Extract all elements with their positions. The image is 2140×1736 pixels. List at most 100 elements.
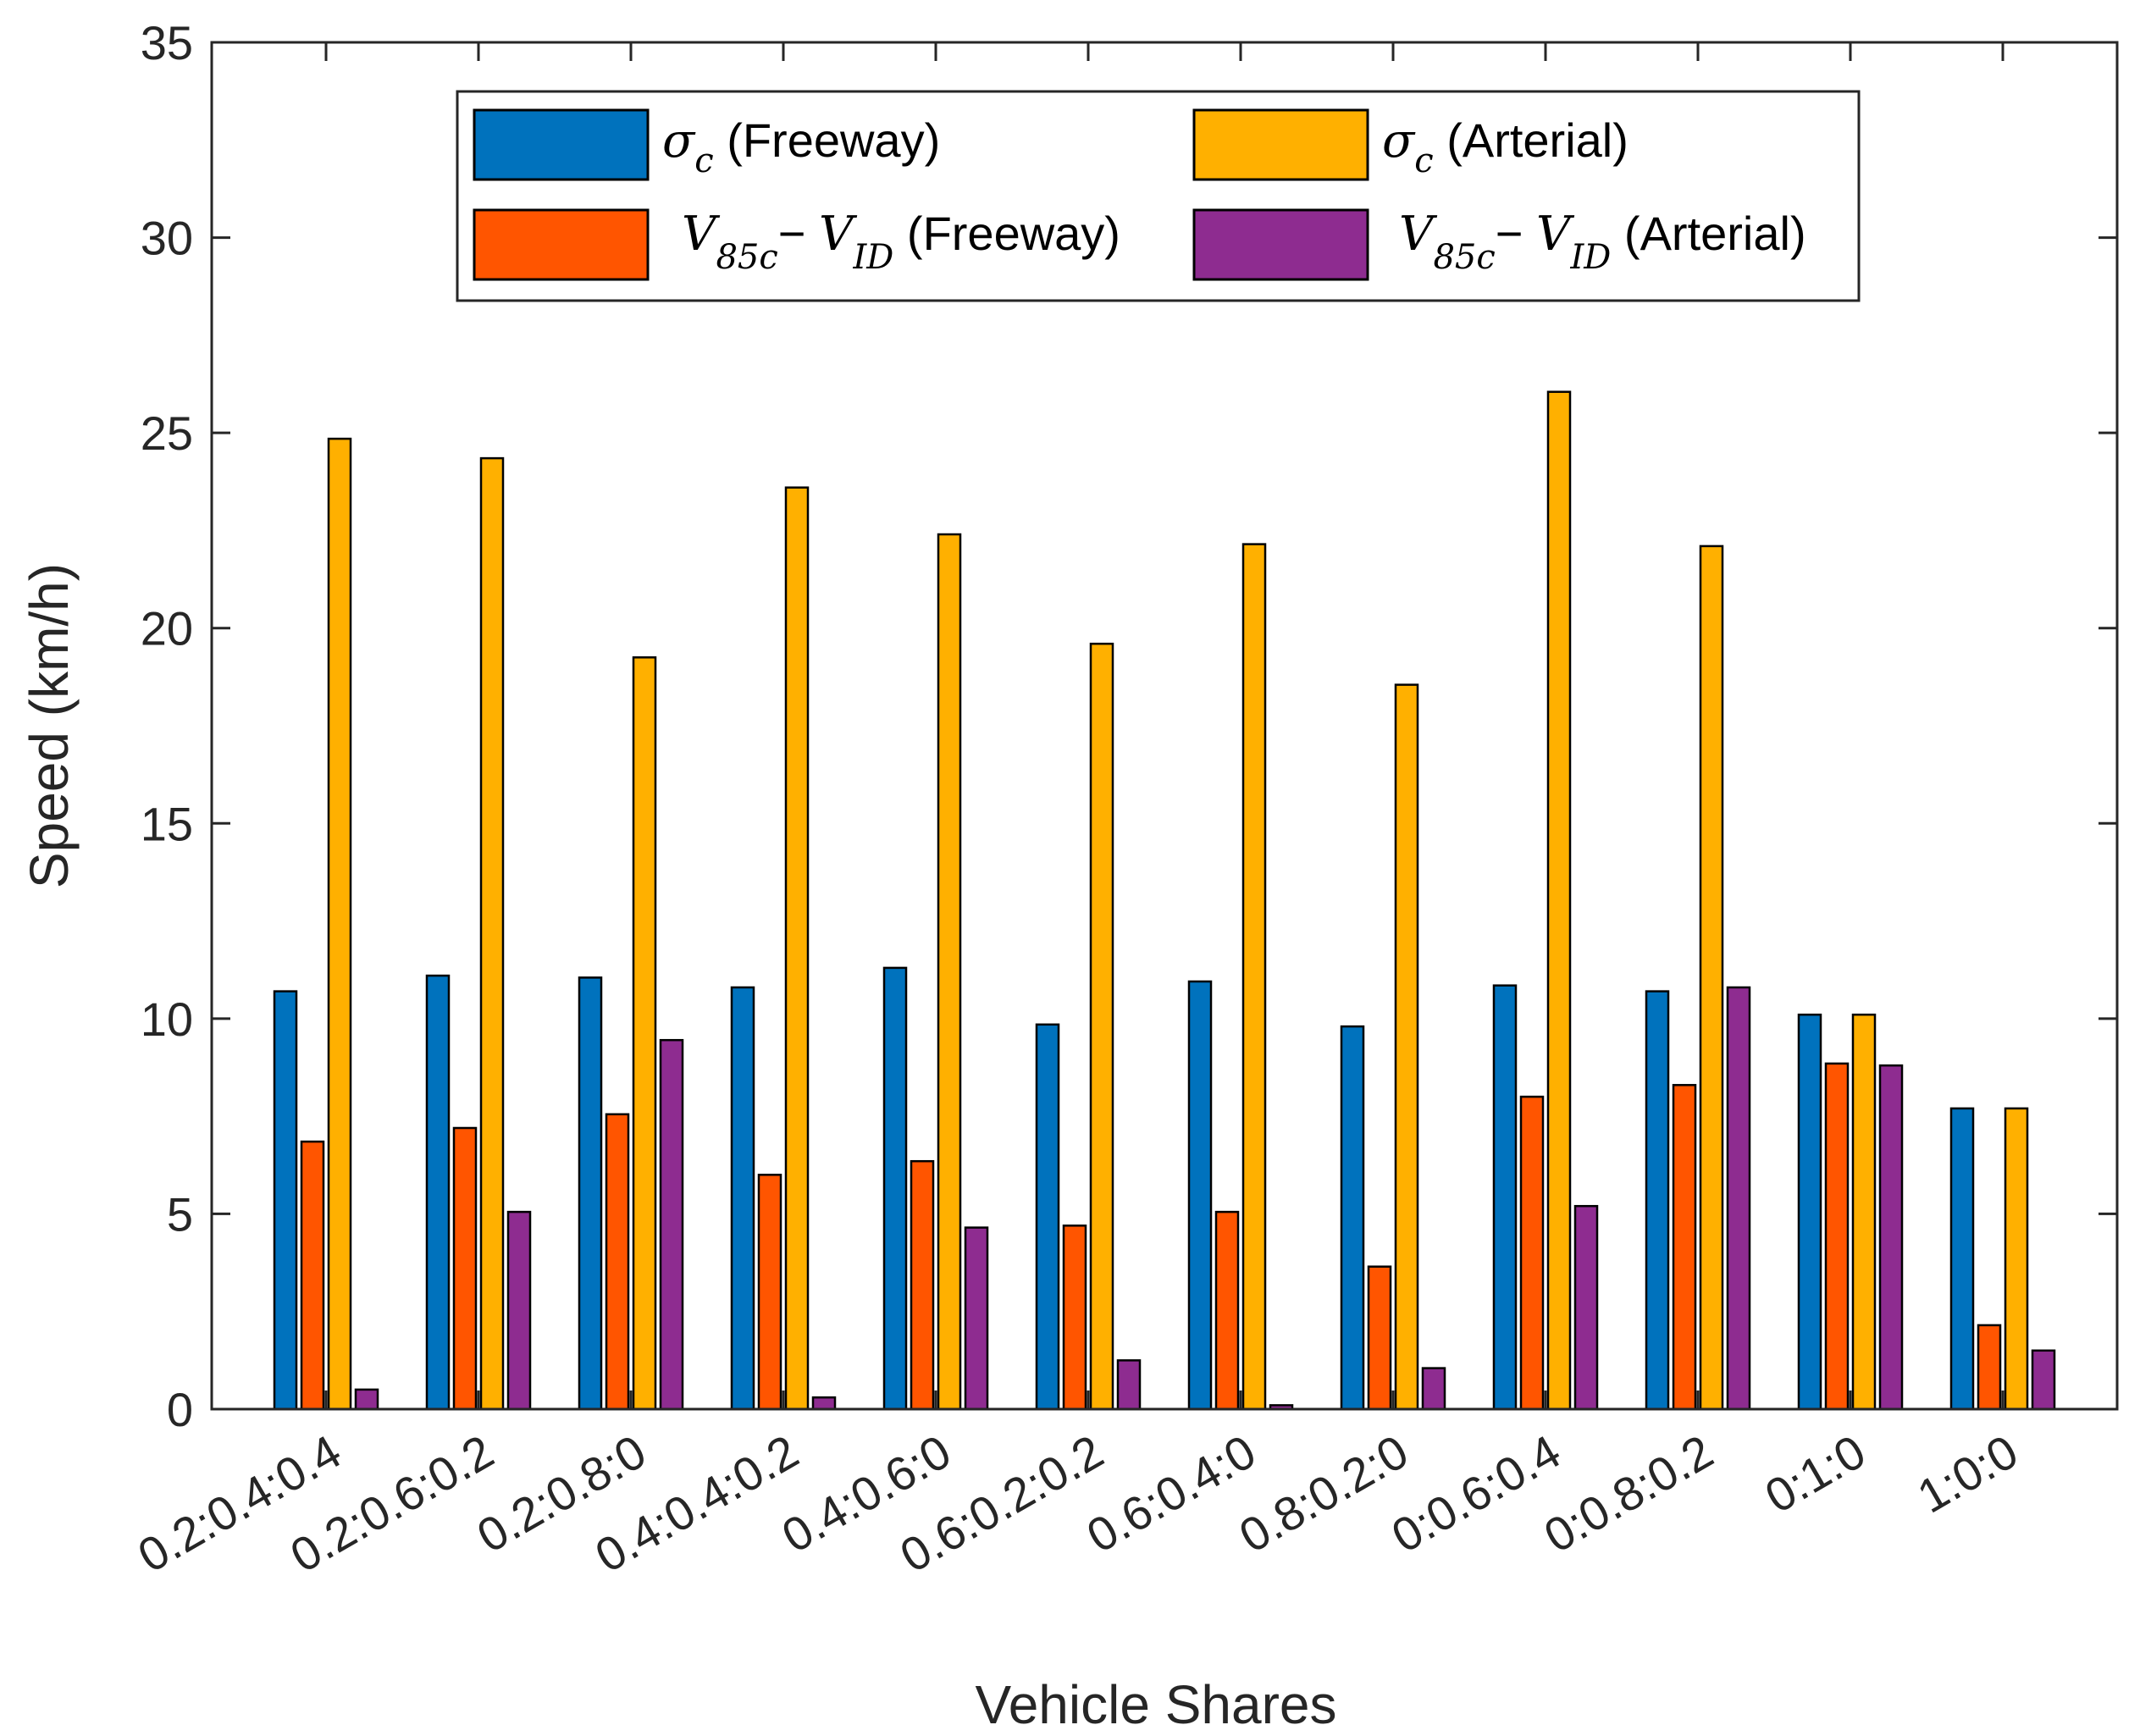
legend-entry-v85-freeway: V85c− VID (Freeway)	[473, 207, 1120, 281]
legend: σc (Freeway) σc (Arterial) V85c− VID (Fr…	[456, 90, 1861, 302]
bar-series2-cat9	[1699, 545, 1724, 1411]
legend-subscript: ID	[1569, 238, 1611, 277]
bar-series1-cat6	[1214, 1210, 1240, 1411]
bar-series1-cat10	[1824, 1062, 1850, 1411]
x-tick-label: 0:1:0	[1756, 1424, 1874, 1523]
legend-label: (Freeway)	[714, 113, 941, 167]
bar-series3-cat2	[659, 1038, 684, 1411]
bar-series2-cat8	[1546, 390, 1572, 1411]
y-tick-label: 30	[141, 212, 193, 265]
legend-swatch-v85-freeway	[473, 208, 650, 281]
bar-series2-cat6	[1241, 543, 1267, 1411]
legend-subscript: 85c	[716, 238, 777, 277]
bar-series3-cat10	[1878, 1064, 1904, 1411]
bar-series0-cat9	[1645, 990, 1670, 1411]
bar-series3-cat4	[964, 1226, 989, 1411]
legend-operator: −	[778, 207, 819, 260]
legend-operator: −	[1496, 207, 1536, 260]
bar-series3-cat0	[354, 1388, 379, 1411]
bar-series2-cat7	[1394, 683, 1419, 1411]
legend-label: (Freeway)	[893, 207, 1120, 260]
y-axis-title: Speed (km/h)	[19, 563, 80, 888]
legend-subscript: c	[1414, 141, 1433, 180]
legend-entry-sigma-arterial: σc (Arterial)	[1192, 108, 1629, 181]
svg-text:V85c− VID (Freeway): V85c− VID (Freeway)	[682, 207, 1120, 277]
bar-series3-cat7	[1421, 1367, 1446, 1411]
bar-series1-cat0	[300, 1140, 325, 1411]
bar-series2-cat11	[2004, 1107, 2029, 1411]
legend-symbol: σ	[662, 113, 696, 169]
bar-series2-cat2	[632, 656, 657, 1411]
y-tick-label: 15	[141, 797, 193, 850]
bar-series0-cat7	[1340, 1025, 1365, 1411]
bar-series0-cat10	[1797, 1013, 1822, 1411]
y-tick-label: 10	[141, 992, 193, 1046]
y-tick-label: 0	[167, 1383, 193, 1436]
y-tick-label: 25	[141, 406, 193, 460]
bar-series3-cat8	[1573, 1204, 1599, 1411]
bar-series1-cat2	[605, 1113, 630, 1411]
y-tick-label: 20	[141, 602, 193, 655]
axes-box	[210, 41, 2119, 1411]
legend-symbol: V	[1536, 207, 1575, 262]
bar-series1-cat7	[1367, 1265, 1392, 1411]
bar-series0-cat0	[273, 990, 298, 1411]
bar-series3-cat1	[506, 1210, 532, 1411]
svg-text:σc (Freeway): σc (Freeway)	[662, 113, 940, 180]
x-tick-label: 1:0:0	[1909, 1424, 2027, 1523]
x-tick-label: 0.8:0.2:0	[1230, 1424, 1417, 1563]
y-tick-label: 35	[141, 16, 193, 69]
bar-series3-cat5	[1116, 1359, 1142, 1411]
legend-entry-sigma-freeway: σc (Freeway)	[473, 108, 940, 181]
bar-series2-cat5	[1089, 642, 1114, 1411]
bar-series1-cat11	[1977, 1324, 2002, 1411]
svg-text:σc (Arterial): σc (Arterial)	[1382, 113, 1629, 180]
legend-subscript: 85c	[1433, 238, 1495, 277]
legend-swatch-v85-arterial	[1192, 208, 1369, 281]
bar-series2-cat1	[479, 456, 505, 1411]
bar-series0-cat6	[1187, 980, 1213, 1411]
bar-series3-cat9	[1726, 986, 1751, 1411]
x-axis-title: Vehicle Shares	[976, 1674, 1337, 1735]
y-tick-label: 5	[167, 1187, 193, 1241]
bar-series0-cat2	[578, 976, 603, 1411]
bar-series2-cat0	[327, 437, 352, 1411]
legend-box	[456, 90, 1861, 302]
x-tick-label: 0:0.6:0.4	[1383, 1424, 1569, 1563]
bar-series1-cat3	[757, 1174, 782, 1411]
x-tick-label: 0.6:0.4:0	[1078, 1424, 1264, 1563]
legend-swatch-sigma-arterial	[1192, 108, 1369, 181]
x-tick-label: 0:0.8:0.2	[1535, 1424, 1722, 1563]
bar-series1-cat8	[1519, 1095, 1545, 1411]
legend-symbol: V	[819, 207, 858, 262]
y-tick-labels: 0 5 10 15 20 25 30 35	[141, 16, 193, 1436]
legend-symbol: σ	[1382, 113, 1416, 169]
bar-series0-cat8	[1492, 984, 1518, 1411]
legend-subscript: ID	[852, 238, 893, 277]
legend-label: (Arterial)	[1434, 113, 1629, 167]
bar-series0-cat5	[1035, 1023, 1060, 1411]
bar-series1-cat9	[1672, 1084, 1697, 1411]
bar-series2-cat3	[784, 486, 810, 1411]
bar-series3-cat3	[811, 1396, 837, 1411]
bar-series1-cat4	[910, 1159, 935, 1411]
legend-label: (Arterial)	[1611, 207, 1805, 260]
bar-series0-cat3	[730, 986, 755, 1411]
axes-group	[210, 41, 2119, 1411]
x-tick-labels: 0.2:0.4:0.40.2:0.6:0.20.2:0.8:00.4:0.4:0…	[129, 1424, 2027, 1583]
legend-symbol: V	[682, 207, 721, 262]
svg-text:V85c− VID (Arterial): V85c− VID (Arterial)	[1399, 207, 1806, 277]
bar-series2-cat4	[937, 533, 962, 1411]
bar-series1-cat5	[1062, 1225, 1087, 1411]
bar-series0-cat11	[1949, 1107, 1975, 1411]
bar-series2-cat10	[1851, 1013, 1877, 1411]
bar-series1-cat1	[452, 1126, 478, 1411]
legend-entry-v85-arterial: V85c− VID (Arterial)	[1192, 207, 1806, 281]
bar-series0-cat4	[882, 966, 908, 1411]
bar-series0-cat1	[425, 974, 451, 1411]
legend-subscript: c	[694, 141, 713, 180]
legend-symbol: V	[1399, 207, 1438, 262]
legend-swatch-sigma-freeway	[473, 108, 650, 181]
bar-series3-cat11	[2031, 1349, 2056, 1411]
